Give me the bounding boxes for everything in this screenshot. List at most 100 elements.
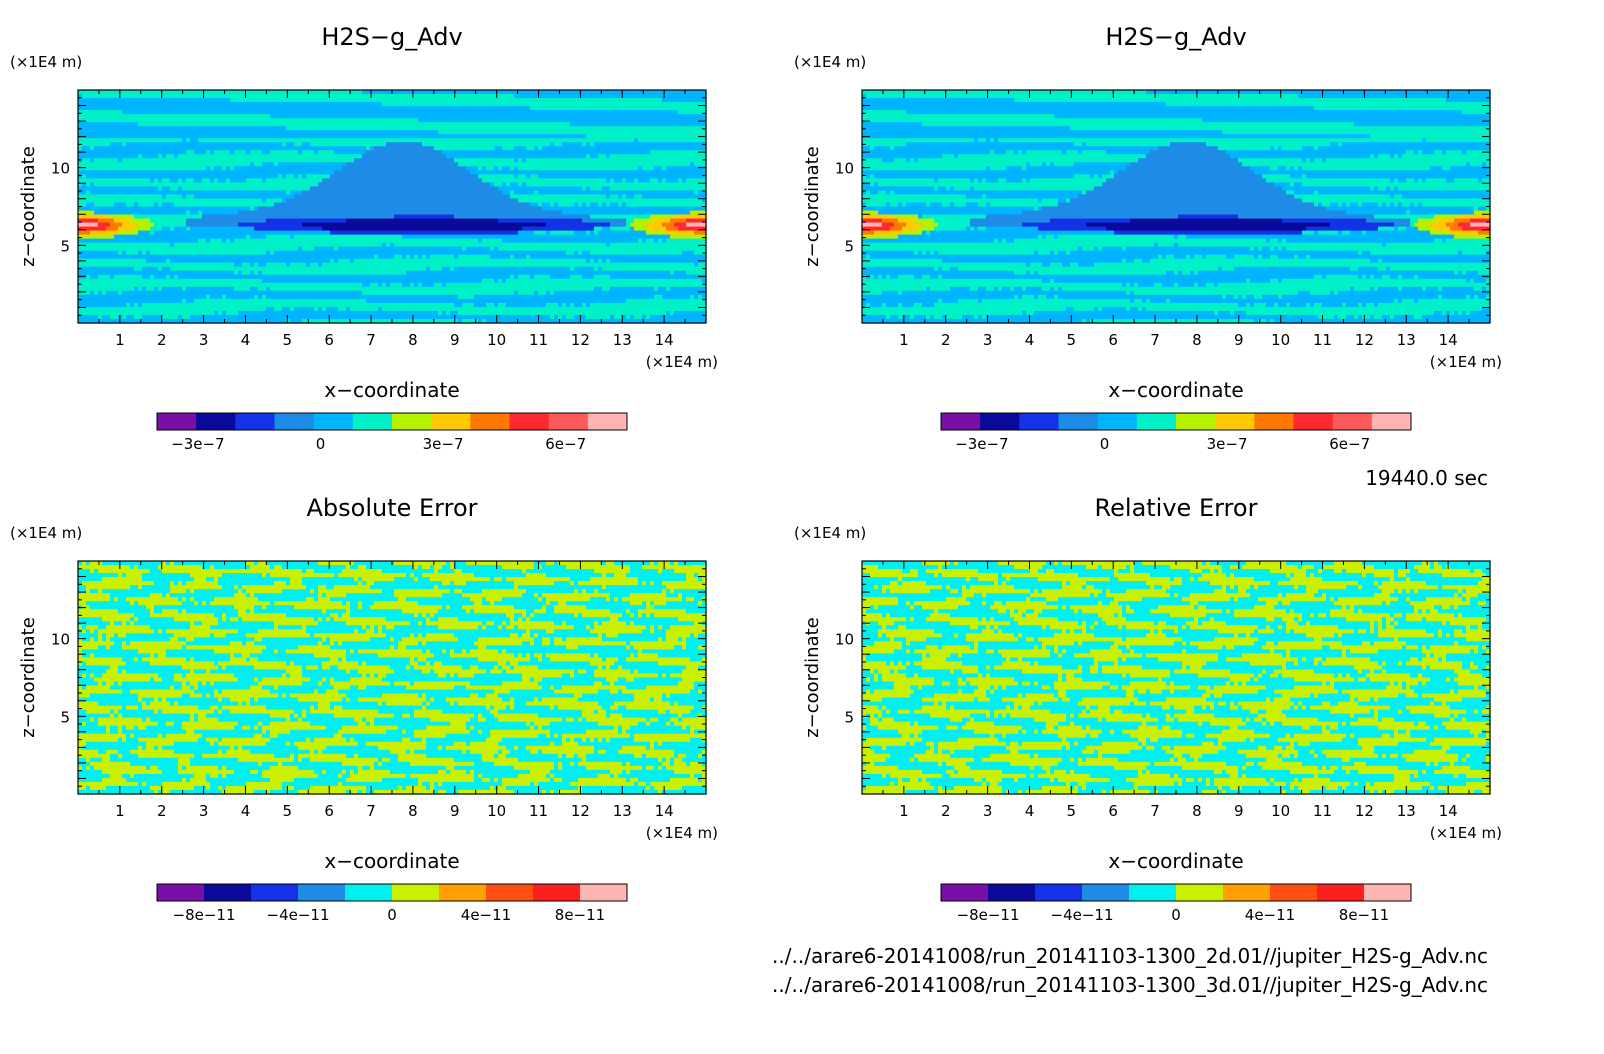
contour-cell	[474, 202, 479, 207]
contour-cell	[438, 170, 443, 175]
contour-cell	[662, 158, 667, 163]
contour-cell	[450, 211, 455, 216]
contour-cell	[610, 207, 615, 212]
contour-cell	[306, 178, 311, 183]
contour-cell	[498, 130, 503, 135]
contour-cell	[434, 102, 439, 107]
contour-cell	[314, 215, 319, 220]
contour-cell	[330, 134, 335, 139]
contour-cell	[638, 211, 643, 216]
contour-cell	[498, 150, 503, 155]
contour-cell	[386, 118, 391, 123]
contour-cell	[450, 94, 455, 99]
contour-cell	[434, 202, 439, 207]
contour-cell	[486, 182, 491, 187]
contour-cell	[670, 182, 675, 187]
contour-cell	[278, 142, 283, 147]
contour-cell	[606, 166, 611, 171]
contour-cell	[558, 138, 563, 143]
contour-cell	[426, 130, 431, 135]
contour-cell	[334, 114, 339, 119]
contour-cell	[282, 186, 287, 191]
contour-cell	[270, 211, 275, 216]
contour-cell	[482, 122, 487, 127]
contour-cell	[338, 162, 343, 167]
contour-cell	[498, 158, 503, 163]
contour-cell	[430, 190, 435, 195]
contour-cell	[502, 146, 507, 151]
contour-cell	[126, 202, 131, 207]
contour-cell	[138, 162, 143, 167]
contour-cell	[386, 110, 391, 115]
contour-cell	[334, 174, 339, 179]
contour-cell	[102, 215, 107, 220]
contour-cell	[102, 146, 107, 151]
contour-cell	[258, 202, 263, 207]
contour-cell	[514, 158, 519, 163]
contour-cell	[474, 130, 479, 135]
contour-cell	[314, 122, 319, 127]
contour-cell	[206, 194, 211, 199]
contour-cell	[474, 215, 479, 220]
contour-cell	[182, 170, 187, 175]
contour-cell	[514, 170, 519, 175]
contour-cell	[302, 146, 307, 151]
contour-cell	[410, 106, 415, 111]
contour-cell	[270, 138, 275, 143]
contour-cell	[610, 202, 615, 207]
contour-cell	[682, 126, 687, 131]
contour-cell	[458, 110, 463, 115]
contour-cell	[262, 198, 267, 203]
contour-cell	[570, 98, 575, 103]
contour-cell	[262, 134, 267, 139]
contour-cell	[510, 134, 515, 139]
contour-cell	[138, 215, 143, 220]
contour-cell	[426, 207, 431, 212]
contour-cell	[526, 118, 531, 123]
contour-cell	[374, 194, 379, 199]
contour-cell	[574, 194, 579, 199]
contour-cell	[186, 94, 191, 99]
contour-cell	[130, 166, 135, 171]
contour-cell	[106, 98, 111, 103]
contour-cell	[478, 122, 483, 127]
contour-cell	[562, 98, 567, 103]
contour-cell	[418, 134, 423, 139]
contour-cell	[442, 126, 447, 131]
contour-cell	[126, 142, 131, 147]
contour-cell	[610, 166, 615, 171]
contour-cell	[294, 158, 299, 163]
contour-cell	[190, 158, 195, 163]
contour-cell	[366, 110, 371, 115]
contour-cell	[470, 142, 475, 147]
contour-cell	[614, 102, 619, 107]
contour-cell	[162, 106, 167, 111]
contour-cell	[390, 182, 395, 187]
contour-cell	[494, 150, 499, 155]
contour-cell	[186, 102, 191, 107]
contour-cell	[478, 198, 483, 203]
contour-cell	[330, 182, 335, 187]
contour-cell	[358, 174, 363, 179]
contour-cell	[362, 215, 367, 220]
contour-cell	[586, 134, 591, 139]
contour-cell	[358, 211, 363, 216]
contour-cell	[558, 198, 563, 203]
contour-cell	[158, 211, 163, 216]
contour-cell	[554, 142, 559, 147]
contour-cell	[154, 170, 159, 175]
contour-cell	[366, 166, 371, 171]
contour-cell	[354, 207, 359, 212]
contour-cell	[258, 198, 263, 203]
contour-cell	[346, 182, 351, 187]
contour-cell	[578, 154, 583, 159]
contour-cell	[566, 138, 571, 143]
contour-cell	[618, 118, 623, 123]
contour-cell	[466, 134, 471, 139]
contour-cell	[386, 170, 391, 175]
contour-cell	[454, 194, 459, 199]
contour-cell	[422, 94, 427, 99]
contour-cell	[674, 162, 679, 167]
contour-cell	[158, 215, 163, 220]
contour-cell	[226, 162, 231, 167]
